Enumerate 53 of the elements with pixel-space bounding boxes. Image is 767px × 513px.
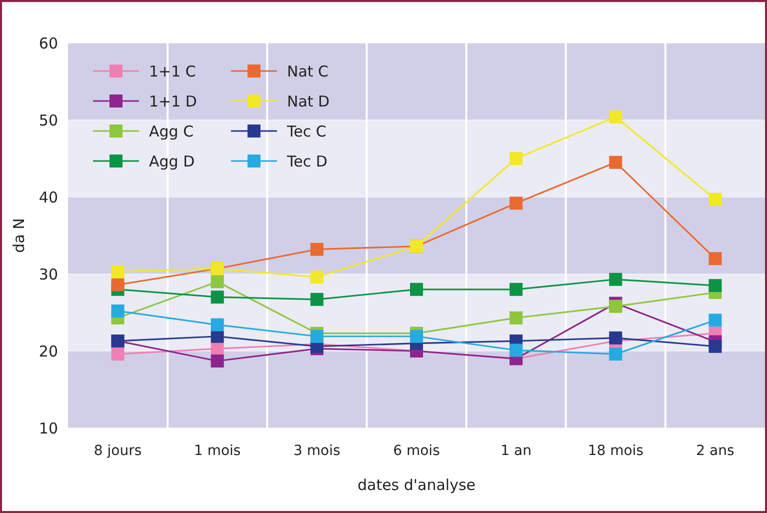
- point: [111, 265, 124, 278]
- legend-label: 1+1 D: [149, 92, 197, 110]
- point: [510, 196, 523, 210]
- legend-label: Tec C: [286, 122, 326, 140]
- legend-label: Tec D: [286, 152, 328, 170]
- point: [510, 344, 523, 357]
- point: [310, 242, 324, 256]
- y-tick-label: 40: [38, 188, 58, 206]
- x-tick-label: 3 mois: [294, 443, 340, 459]
- x-tick-label: 18 mois: [588, 443, 644, 459]
- legend-label: Nat C: [287, 62, 329, 80]
- point: [210, 290, 224, 304]
- x-tick-label: 2 ans: [696, 443, 734, 459]
- y-tick-label: 30: [38, 265, 58, 284]
- point: [111, 304, 124, 318]
- y-tick-label: 50: [38, 111, 58, 130]
- point: [410, 330, 423, 343]
- point: [310, 292, 324, 306]
- point: [510, 152, 523, 165]
- point: [708, 192, 722, 206]
- legend-label: Agg D: [149, 152, 195, 170]
- point: [609, 300, 622, 313]
- point: [210, 275, 224, 288]
- x-tick-label: 1 an: [500, 443, 532, 459]
- point: [708, 314, 722, 327]
- point: [410, 282, 423, 296]
- point: [210, 354, 224, 368]
- y-tick-label: 10: [38, 419, 58, 438]
- y-tick-label: 20: [38, 342, 58, 360]
- x-tick-label: 8 jours: [94, 443, 142, 459]
- point: [609, 348, 622, 361]
- point: [708, 252, 722, 266]
- legend-label: 1+1 C: [149, 62, 196, 80]
- x-tick-label: 6 mois: [393, 443, 440, 459]
- point: [310, 330, 324, 343]
- point: [510, 311, 523, 324]
- point: [708, 279, 722, 292]
- x-axis-title: dates d'analyse: [357, 476, 476, 494]
- y-axis-title: da N: [10, 218, 28, 253]
- point: [609, 110, 622, 124]
- y-tick-label: 60: [38, 34, 58, 52]
- point: [310, 270, 324, 284]
- point: [111, 278, 124, 292]
- point: [609, 156, 622, 169]
- point: [210, 318, 224, 332]
- point: [609, 331, 622, 344]
- point: [111, 348, 124, 361]
- point: [708, 340, 722, 353]
- point: [609, 272, 622, 286]
- legend-label: Nat D: [287, 92, 330, 110]
- point: [510, 282, 523, 296]
- x-tick-label: 1 mois: [194, 443, 241, 459]
- legend-label: Agg C: [149, 122, 194, 140]
